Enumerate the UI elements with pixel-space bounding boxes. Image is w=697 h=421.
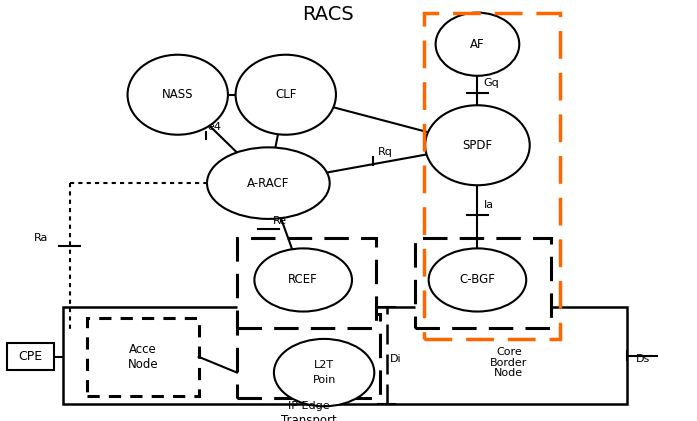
FancyBboxPatch shape <box>87 318 199 396</box>
Ellipse shape <box>274 339 374 406</box>
Ellipse shape <box>128 55 228 135</box>
Ellipse shape <box>436 13 519 76</box>
Text: CLF: CLF <box>275 88 296 101</box>
FancyBboxPatch shape <box>237 314 380 398</box>
Text: NASS: NASS <box>162 88 194 101</box>
Ellipse shape <box>425 105 530 185</box>
Text: CPE: CPE <box>19 350 43 363</box>
Text: Border: Border <box>490 358 528 368</box>
Text: SPDF: SPDF <box>462 139 493 152</box>
Text: RACS: RACS <box>302 5 353 24</box>
Text: RCEF: RCEF <box>289 274 318 286</box>
Text: Core: Core <box>496 347 521 357</box>
Text: Poin: Poin <box>312 375 336 385</box>
Ellipse shape <box>254 248 352 312</box>
Ellipse shape <box>207 147 330 219</box>
Text: Ia: Ia <box>484 200 494 210</box>
Text: IP Edge: IP Edge <box>288 401 329 411</box>
Text: Gq: Gq <box>484 78 500 88</box>
Text: Transport: Transport <box>281 414 336 421</box>
Text: Node: Node <box>494 368 523 378</box>
Ellipse shape <box>429 248 526 312</box>
Ellipse shape <box>236 55 336 135</box>
Text: Ra: Ra <box>33 233 48 243</box>
Text: C-BGF: C-BGF <box>459 274 496 286</box>
Text: Node: Node <box>128 358 158 371</box>
FancyBboxPatch shape <box>237 238 376 328</box>
FancyBboxPatch shape <box>415 238 551 328</box>
Text: e4: e4 <box>208 122 222 132</box>
Text: Rq: Rq <box>378 147 392 157</box>
Text: A-RACF: A-RACF <box>247 177 289 189</box>
Text: Ds: Ds <box>636 354 650 364</box>
Text: Di: Di <box>390 354 402 364</box>
Text: AF: AF <box>470 38 484 51</box>
Text: L2T: L2T <box>314 360 334 370</box>
FancyBboxPatch shape <box>63 307 627 404</box>
Text: Acce: Acce <box>129 343 157 356</box>
Text: Re: Re <box>273 216 287 226</box>
FancyBboxPatch shape <box>7 343 54 370</box>
